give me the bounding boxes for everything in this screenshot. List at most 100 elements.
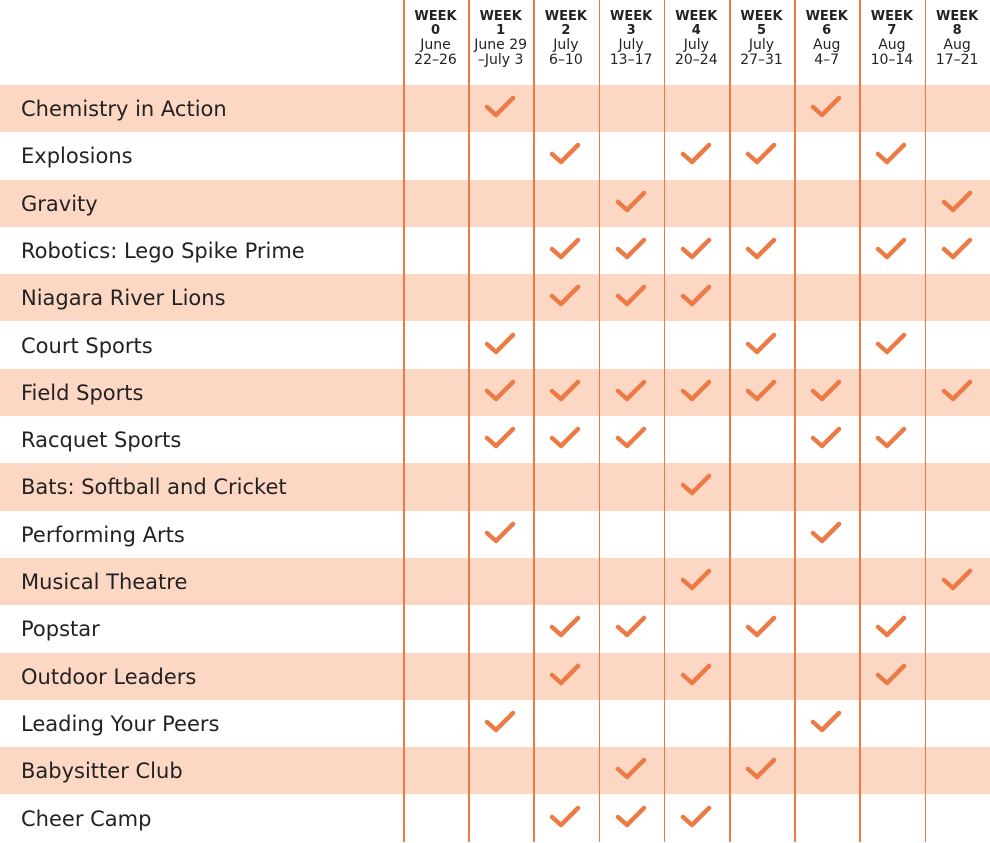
week-dates: –July 3 <box>477 52 524 68</box>
checkmark <box>484 379 516 402</box>
week-header: WEEK 2 July 6–10 <box>533 10 598 68</box>
checkmark-stroke <box>484 521 516 543</box>
checkmark <box>810 521 842 543</box>
checkmark-stroke <box>680 237 712 260</box>
week-dates: 20–24 <box>674 52 718 68</box>
row-label: Robotics: Lego Spike Prime <box>21 238 305 263</box>
table-row <box>0 274 990 322</box>
column-line <box>468 0 470 842</box>
table-row <box>0 85 990 133</box>
checkmark-stroke <box>615 284 646 307</box>
table-row <box>0 558 990 606</box>
week-label: WEEK <box>675 9 718 24</box>
checkmark <box>484 521 516 543</box>
table-row <box>0 463 990 511</box>
week-dates: Aug <box>943 37 971 53</box>
row-label: Niagara River Lions <box>21 286 226 311</box>
checkmark <box>484 332 516 354</box>
checkmark-stroke <box>876 332 907 354</box>
checkmark <box>745 332 777 354</box>
column-line <box>663 0 666 842</box>
row-label: Field Sports <box>21 380 144 405</box>
week-dates: Aug <box>878 37 906 53</box>
checkmark <box>550 663 581 685</box>
checkmark <box>680 663 712 685</box>
row-label: Bats: Softball and Cricket <box>21 475 287 500</box>
row-label: Leading Your Peers <box>21 711 220 736</box>
checkmark <box>810 95 842 118</box>
week-header: WEEK 6 Aug 4–7 <box>794 10 859 68</box>
week-dates: July <box>748 37 775 53</box>
checkmark <box>615 237 646 260</box>
checkmark-stroke <box>484 710 516 733</box>
checkmark-stroke <box>680 805 712 827</box>
checkmark <box>745 379 777 402</box>
checkmark-stroke <box>550 143 581 165</box>
checkmark <box>680 379 712 402</box>
week-number: 4 <box>691 23 701 38</box>
week-number: 2 <box>561 23 571 38</box>
checkmark-stroke <box>615 757 646 780</box>
week-number: 8 <box>952 23 962 38</box>
checkmark <box>550 237 581 260</box>
column-line <box>403 0 405 842</box>
week-label: WEEK <box>805 9 848 24</box>
checkmark <box>680 237 712 260</box>
checkmark <box>484 95 516 118</box>
checkmark-stroke <box>484 95 516 118</box>
column-line <box>598 0 601 842</box>
checkmark <box>680 474 712 496</box>
column-line <box>924 0 927 842</box>
week-label: WEEK <box>414 9 457 24</box>
row-label: Gravity <box>21 191 98 216</box>
checkmark-stroke <box>680 379 712 402</box>
checkmark <box>615 190 646 212</box>
checkmark <box>876 426 907 449</box>
row-label: Cheer Camp <box>21 806 152 831</box>
checkmark <box>745 143 777 165</box>
table-row <box>0 368 990 417</box>
checkmark <box>810 710 842 733</box>
checkmark <box>680 284 712 307</box>
checkmark-stroke <box>810 710 842 733</box>
checkmark-stroke <box>484 332 516 354</box>
week-header: WEEK 7 Aug 10–14 <box>859 10 924 68</box>
week-dates: 17–21 <box>935 52 979 68</box>
column-line <box>794 0 796 842</box>
week-number: 0 <box>430 23 441 38</box>
checkmark <box>876 332 907 354</box>
checkmark <box>615 284 646 307</box>
checkmark-stroke <box>484 379 516 402</box>
row-label: Babysitter Club <box>21 759 183 784</box>
checkmark-stroke <box>550 663 581 685</box>
week-header: WEEK 4 July 20–24 <box>664 10 729 68</box>
week-dates: 4–7 <box>814 52 840 68</box>
checkmark-stroke <box>876 237 907 260</box>
checkmark-stroke <box>550 284 581 307</box>
checkmark-stroke <box>745 616 777 638</box>
checkmark-stroke <box>810 521 842 543</box>
week-number: 7 <box>887 23 897 38</box>
checkmark-stroke <box>810 95 842 118</box>
checkmark-stroke <box>745 379 777 402</box>
checkmark <box>941 379 972 402</box>
week-label: WEEK <box>740 9 783 24</box>
checkmark <box>680 568 712 591</box>
checkmark <box>550 426 581 449</box>
table-row <box>0 747 990 795</box>
checkmark <box>615 379 646 402</box>
checkmark-stroke <box>550 805 581 827</box>
checkmark <box>484 710 516 733</box>
checkmark-stroke <box>615 426 646 449</box>
week-label: WEEK <box>870 9 913 24</box>
column-line <box>729 0 731 842</box>
checkmark <box>615 757 646 780</box>
week-header: WEEK 5 July 27–31 <box>729 10 794 68</box>
checkmark <box>941 190 972 212</box>
week-dates: July <box>683 37 709 53</box>
checkmark-stroke <box>680 474 712 496</box>
column-line <box>859 0 861 842</box>
checkmark <box>680 143 712 165</box>
week-dates: 27–31 <box>740 52 783 68</box>
